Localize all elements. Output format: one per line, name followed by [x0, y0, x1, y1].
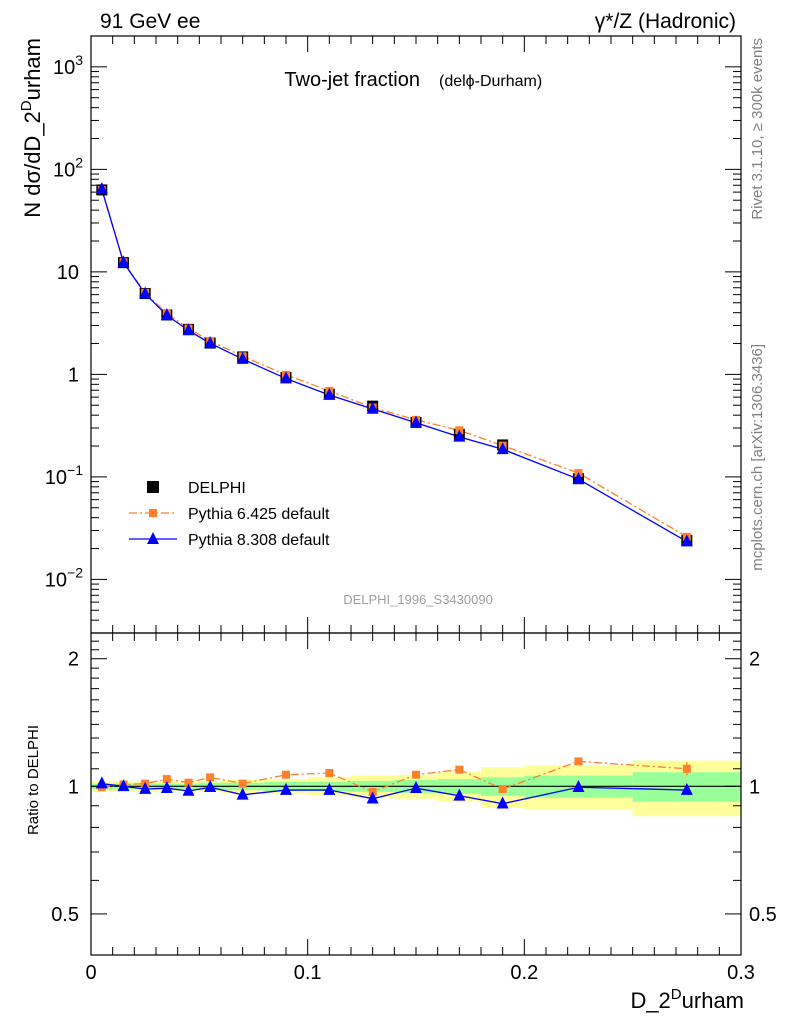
x-tick-label: 0.2: [510, 962, 538, 984]
pythia8-point: [453, 429, 466, 442]
ratio-y-tick-label: 2: [68, 649, 79, 671]
pythia8-point: [204, 336, 217, 349]
pythia8-point: [236, 351, 249, 364]
axis-ticks: [90, 35, 742, 956]
ratio-pythia8-point: [496, 796, 509, 809]
chart-title-sub: (delϕ-Durham): [439, 73, 542, 90]
pythia8-point: [95, 182, 108, 195]
pythia8-point: [160, 308, 173, 321]
ratio-pythia8-point: [236, 787, 249, 800]
pythia8-point: [182, 323, 195, 336]
ratio-pythia8-point: [139, 781, 152, 794]
ratio-pythia8-point: [453, 788, 466, 801]
y-tick-label: 1: [68, 364, 79, 386]
legend-delphi-marker: [147, 481, 159, 493]
ratio-pythia8-point: [204, 780, 217, 793]
x-axis-label: D_2Durham: [630, 986, 744, 1013]
ratio-pythia6-point: [325, 769, 334, 778]
ratio-pythia8-point: [182, 783, 195, 796]
ratio-y-tick-label-right: 1: [749, 776, 760, 798]
pythia8-point: [680, 534, 693, 547]
x-axis-label-tail: urham: [682, 988, 744, 1013]
ratio-pythia8-point: [117, 779, 130, 792]
data-marks: [95, 182, 693, 809]
ratio-pythia6-point: [162, 775, 171, 784]
pythia8-point: [139, 286, 152, 299]
ratio-pythia6-point: [574, 757, 583, 766]
legend-label: DELPHI: [188, 480, 246, 497]
x-axis-label-sup: D: [671, 986, 682, 1003]
ratio-pythia8-point: [323, 782, 336, 795]
rivet-label: Rivet 3.1.10, ≥ 300k events: [749, 38, 766, 220]
y-tick-label: 10−2: [45, 564, 83, 591]
ratio-y-tick-label: 1: [68, 776, 79, 798]
y-tick-label: 102: [53, 154, 83, 181]
ratio-pythia6-point: [682, 764, 691, 773]
x-tick-label: 0.3: [727, 962, 755, 984]
ratio-y-tick-label-right: 0.5: [749, 904, 777, 926]
y-axis-label-tail: urham: [20, 38, 45, 100]
ratio-pythia6-point: [206, 773, 215, 782]
y-tick-label: 10: [57, 262, 79, 284]
x-tick-label: 0.1: [294, 962, 322, 984]
y-axis-label: N dσ/dD_2Durham: [18, 38, 45, 218]
x-axis-label-main: D_2: [630, 988, 670, 1013]
ratio-pythia6-point: [238, 779, 247, 788]
chart-title-main: Two-jet fraction: [284, 69, 420, 91]
ratio-pythia8-point: [280, 782, 292, 795]
pythia8-point: [410, 415, 422, 428]
header-right: γ*/Z (Hadronic): [595, 10, 736, 33]
pythia8-point: [280, 371, 292, 384]
legend-pythia6-marker: [149, 509, 157, 517]
ratio-y-tick-label-right: 2: [749, 649, 760, 671]
ratio-pythia6-point: [455, 765, 464, 774]
pythia8-point: [572, 471, 585, 484]
header-left: 91 GeV ee: [100, 10, 200, 33]
ratio-y-tick-label: 0.5: [51, 904, 79, 926]
legend-pythia8-marker: [147, 532, 159, 544]
legend-label: Pythia 8.308 default: [188, 532, 330, 549]
y-tick-label: 10−1: [45, 462, 83, 489]
mcplots-label: mcplots.cern.ch [arXiv:1306.3436]: [749, 344, 766, 571]
x-tick-label: 0: [85, 962, 96, 984]
legend: DELPHI Pythia 6.425 default Pythia 8.308 d…: [129, 480, 330, 549]
chart-title: Two-jet fraction: [284, 69, 420, 91]
y-axis-label-sup: D: [18, 100, 35, 111]
pythia8-point: [323, 387, 336, 400]
pythia8-point: [496, 442, 509, 455]
ratio-pythia8-point: [95, 776, 108, 789]
ratio-pythia6-point: [282, 770, 290, 779]
ratio-pythia8-point: [366, 791, 379, 804]
y-tick-label: 103: [53, 52, 83, 79]
pythia8-point: [117, 255, 130, 268]
ratio-pythia8-point: [572, 780, 585, 793]
ratio-pythia6-point: [412, 770, 420, 779]
ratio-pythia6-point: [184, 778, 193, 787]
ratio-pythia8-point: [160, 780, 173, 793]
analysis-watermark: DELPHI_1996_S3430090: [343, 592, 493, 607]
ratio-pythia8-point: [410, 780, 422, 793]
legend-label: Pythia 6.425 default: [188, 506, 330, 523]
pythia8-point: [366, 401, 379, 414]
ratio-pythia6-point: [498, 785, 507, 794]
ratio-y-axis-label: Ratio to DELPHI: [25, 725, 42, 835]
ratio-pythia8-point: [680, 782, 693, 795]
y-axis-label-main: N dσ/dD_2: [20, 111, 45, 218]
